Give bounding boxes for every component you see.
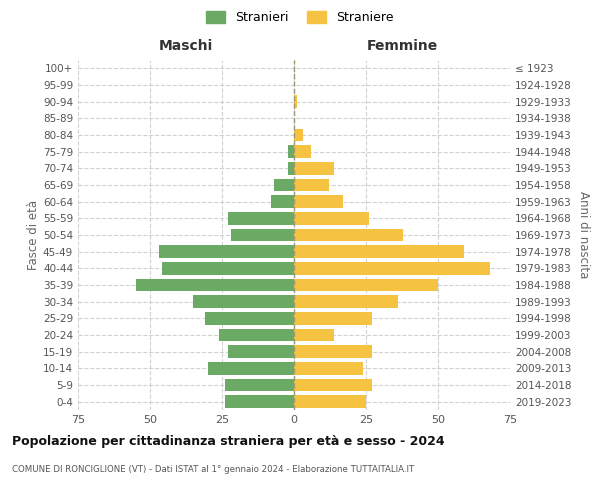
Bar — [193, 296, 294, 308]
Bar — [294, 212, 369, 224]
Bar — [274, 179, 294, 192]
Bar — [205, 312, 294, 324]
Bar — [294, 312, 372, 324]
Bar — [294, 329, 334, 341]
Bar — [161, 262, 294, 274]
Bar — [294, 129, 302, 141]
Bar — [136, 279, 294, 291]
Text: Maschi: Maschi — [159, 38, 213, 52]
Bar — [294, 262, 490, 274]
Bar — [294, 179, 329, 192]
Bar — [294, 296, 398, 308]
Bar — [208, 362, 294, 374]
Bar — [294, 379, 372, 391]
Bar — [294, 96, 297, 108]
Bar — [294, 196, 343, 208]
Bar — [228, 212, 294, 224]
Bar — [294, 246, 464, 258]
Bar — [294, 162, 334, 174]
Text: COMUNE DI RONCIGLIONE (VT) - Dati ISTAT al 1° gennaio 2024 - Elaborazione TUTTAI: COMUNE DI RONCIGLIONE (VT) - Dati ISTAT … — [12, 465, 414, 474]
Bar — [271, 196, 294, 208]
Bar — [288, 162, 294, 174]
Text: Femmine: Femmine — [367, 38, 437, 52]
Bar — [219, 329, 294, 341]
Bar — [230, 229, 294, 241]
Legend: Stranieri, Straniere: Stranieri, Straniere — [202, 6, 398, 29]
Bar — [288, 146, 294, 158]
Bar — [158, 246, 294, 258]
Bar — [294, 396, 366, 408]
Bar — [294, 362, 363, 374]
Bar — [294, 279, 438, 291]
Y-axis label: Fasce di età: Fasce di età — [27, 200, 40, 270]
Bar — [225, 396, 294, 408]
Bar — [294, 146, 311, 158]
Bar — [225, 379, 294, 391]
Bar — [228, 346, 294, 358]
Y-axis label: Anni di nascita: Anni di nascita — [577, 192, 590, 278]
Bar — [294, 346, 372, 358]
Bar — [294, 229, 403, 241]
Text: Popolazione per cittadinanza straniera per età e sesso - 2024: Popolazione per cittadinanza straniera p… — [12, 435, 445, 448]
